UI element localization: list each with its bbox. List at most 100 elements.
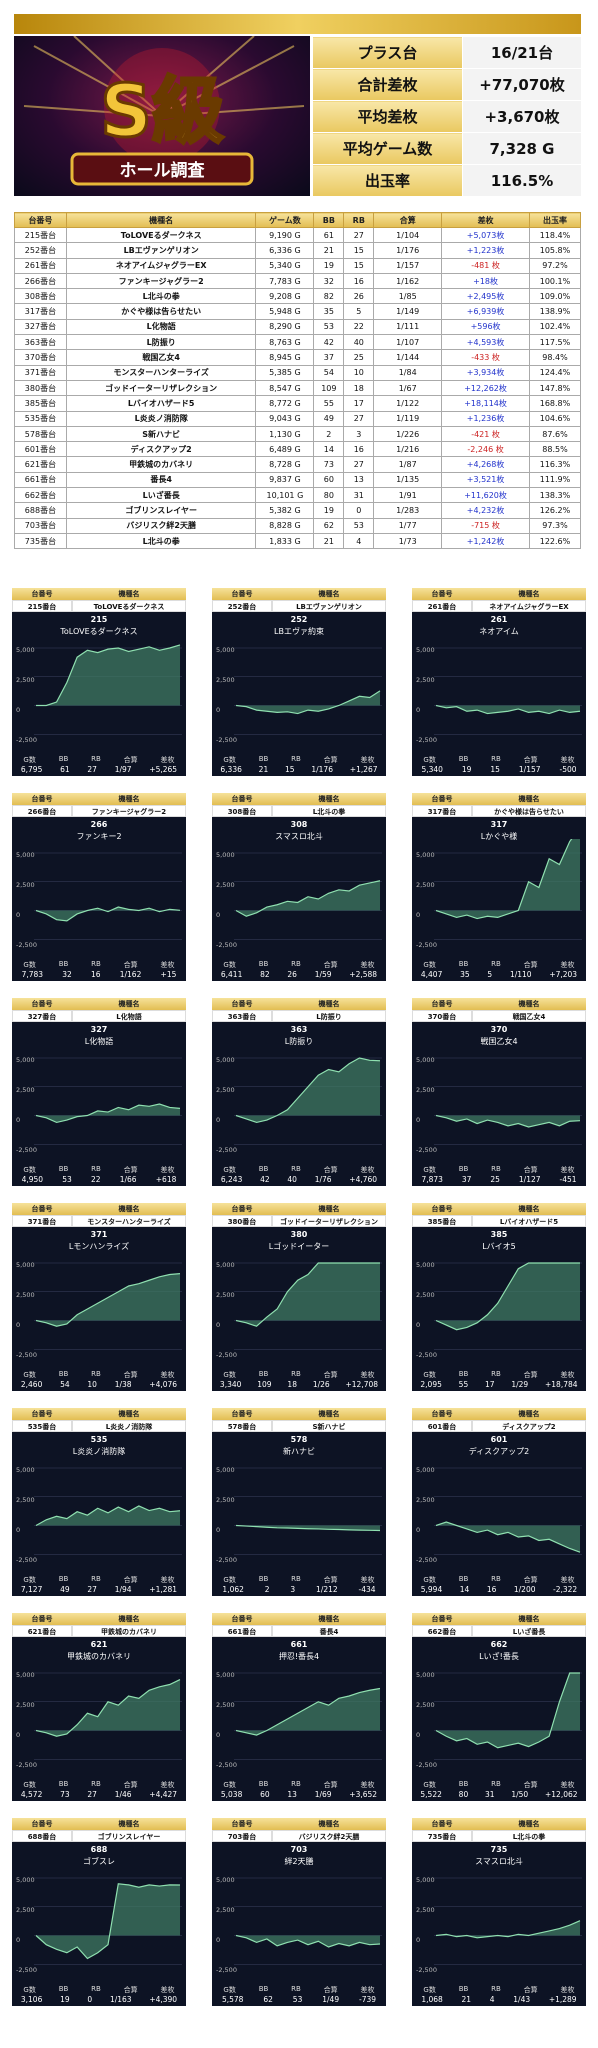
column-header: 台番号 [14, 212, 67, 228]
card-header-model: 機種名 [72, 1203, 186, 1215]
y-tick-5000: 5,000 [16, 646, 35, 654]
table-cell: 17 [343, 395, 375, 412]
card-machine-no: 371番台 [12, 1215, 72, 1227]
stat-bb: 19 [60, 1995, 70, 2004]
table-cell: 1/122 [373, 395, 443, 412]
graph-line [235, 1687, 381, 1736]
machine-graph-card[interactable]: 台番号 機種名 370番台 戦国乙女4 370 戦国乙女4 5,000 2,500 0 -2,50… [412, 998, 586, 1186]
stat-bb: 109 [257, 1380, 272, 1389]
graph-area [36, 1104, 180, 1123]
summary-label: 平均差枚 [312, 100, 463, 133]
y-tick-neg2500: -2,500 [216, 1761, 237, 1769]
machine-graph-card[interactable]: 台番号 機種名 266番台 ファンキージャグラー2 266 ファンキー2 5,000 2,50… [12, 793, 186, 981]
card-header-no: 台番号 [412, 1613, 472, 1625]
stat-label-bb: BB [58, 1985, 69, 1993]
table-cell: 1/73 [373, 532, 443, 550]
machine-graph-card[interactable]: 台番号 機種名 578番台 S新ハナビ 578 新ハナビ 5,000 2,500 0 -2,500… [212, 1408, 386, 1596]
card-header-model: 機種名 [472, 1818, 586, 1830]
stat-label-bb: BB [58, 1370, 69, 1378]
stat-label-ratio: 合算 [323, 1371, 338, 1379]
stat-label-ratio: 合算 [123, 1986, 138, 1994]
card-graph-number: 703 [290, 1845, 308, 1854]
machine-graph-card[interactable]: 台番号 機種名 735番台 L北斗の拳 735 スマスロ北斗 5,000 2,500 0 -2,5… [412, 1818, 586, 2006]
stat-label-rb: RB [491, 1165, 501, 1173]
machine-graph-card[interactable]: 台番号 機種名 380番台 ゴッドイーターリザレクション 380 Lゴッドイーター 5,00… [212, 1203, 386, 1391]
table-cell: 9,043 G [255, 410, 315, 427]
graph-area [436, 1522, 580, 1553]
card-graph-number: 385 [490, 1230, 508, 1239]
card-header-no: 台番号 [412, 793, 472, 805]
stat-label-g: G数 [423, 1576, 436, 1584]
stat-label-rb: RB [291, 960, 301, 968]
table-cell: 105.8% [528, 242, 582, 259]
card-graph-name: ファンキー2 [76, 832, 122, 841]
card-graph-number: 266 [90, 820, 108, 829]
machine-graph-card[interactable]: 台番号 機種名 215番台 ToLOVEるダークネス 215 ToLOVEるダークネス 5,… [12, 588, 186, 776]
summary-row: 平均差枚 +3,670枚 [312, 100, 582, 133]
machine-graph-card[interactable]: 台番号 機種名 252番台 LBエヴァンゲリオン 252 LBエヴァ約束 5,000 2,50… [212, 588, 386, 776]
card-header-model: 機種名 [472, 1613, 586, 1625]
graph-area [236, 1058, 380, 1123]
stat-diff: +2,588 [349, 970, 378, 979]
stat-label-g: G数 [223, 756, 236, 764]
stat-label-bb: BB [458, 1575, 469, 1583]
machine-graph-card[interactable]: 台番号 機種名 662番台 Lいざ番長 662 Lいざ!番長 5,000 2,500 0 -2,5… [412, 1613, 586, 1801]
stat-bb: 42 [260, 1175, 270, 1184]
stat-g: 6,411 [220, 970, 243, 979]
machine-graph-card[interactable]: 台番号 機種名 661番台 番長4 661 押忍!番長4 5,000 2,500 0 -2,500… [212, 1613, 386, 1801]
stat-g: 4,572 [20, 1790, 43, 1799]
card-graph-number: 661 [290, 1640, 308, 1649]
stat-ratio: 1/110 [509, 970, 532, 979]
table-cell: 2 [313, 425, 345, 443]
table-cell: 80 [313, 487, 345, 504]
stat-label-diff: 差枚 [560, 1166, 575, 1174]
machine-graph-card[interactable]: 台番号 機種名 601番台 ディスクアップ2 601 ディスクアップ2 5,000 2,500… [412, 1408, 586, 1596]
card-header-model: 機種名 [72, 998, 186, 1010]
table-cell: 1/77 [373, 517, 443, 534]
table-cell: 53 [343, 517, 375, 534]
card-header-model: 機種名 [472, 1203, 586, 1215]
machine-graph-card[interactable]: 台番号 機種名 327番台 L化物語 327 L化物語 5,000 2,500 0 -2,500 G… [12, 998, 186, 1186]
table-cell: 19 [313, 502, 345, 519]
machine-graph-card[interactable]: 台番号 機種名 385番台 Lバイオハザード5 385 Lバイオ5 5,000 2,500 0 -… [412, 1203, 586, 1391]
y-tick-5000: 5,000 [16, 851, 35, 859]
machine-graph-card[interactable]: 台番号 機種名 308番台 L北斗の拳 308 スマスロ北斗 5,000 2,500 0 -2,5… [212, 793, 386, 981]
card-graph-name: スマスロ北斗 [475, 1857, 523, 1866]
card-graph-name: 戦国乙女4 [480, 1037, 518, 1046]
machine-graph-card[interactable]: 台番号 機種名 261番台 ネオアイムジャグラーEX 261 ネオアイム 5,000 2,50… [412, 588, 586, 776]
stat-label-rb: RB [291, 1165, 301, 1173]
table-cell: 49 [313, 410, 345, 427]
machine-graph-card[interactable]: 台番号 機種名 703番台 バジリスク絆2天膳 703 絆2天膳 5,000 2,500 0 -2… [212, 1818, 386, 2006]
stat-label-bb: BB [258, 1165, 269, 1173]
machine-graph-card[interactable]: 台番号 機種名 317番台 かぐや様は告らせたい 317 Lかぐや様 5,000 2,500 0… [412, 793, 586, 981]
table-cell: 42 [313, 334, 345, 351]
machine-graph-card[interactable]: 台番号 機種名 535番台 L炎炎ノ消防隊 535 L炎炎ノ消防隊 5,000 2,500 0-… [12, 1408, 186, 1596]
summary-row: プラス台 16/21台 [312, 36, 582, 69]
stat-ratio: 1/49 [322, 1995, 340, 2004]
machine-graph-card[interactable]: 台番号 機種名 621番台 甲鉄城のカバネリ 621 甲鉄城のカバネリ 5,000 2,500… [12, 1613, 186, 1801]
column-header: ゲーム数 [255, 212, 315, 228]
graph-area [36, 907, 180, 921]
stat-label-rb: RB [91, 1780, 101, 1788]
machine-graph-card[interactable]: 台番号 機種名 371番台 モンスターハンターライズ 371 Lモンハンライズ 5,000 2… [12, 1203, 186, 1391]
stat-label-ratio: 合算 [523, 756, 538, 764]
stat-label-bb: BB [58, 1575, 69, 1583]
table-cell: 27 [343, 226, 375, 244]
stat-diff: +3,652 [349, 1790, 378, 1799]
y-tick-2500: 2,500 [16, 676, 35, 684]
stat-g: 1,068 [421, 1995, 443, 2004]
machine-graph-card[interactable]: 台番号 機種名 688番台 ゴブリンスレイヤー 688 ゴブスレ 5,000 2,500 0 -2… [12, 1818, 186, 2006]
stat-diff: +5,265 [149, 765, 178, 774]
table-row: 662番台 Lいざ番長 10,101 G 80 31 1/91 +11,620枚 138.3% [14, 487, 582, 504]
machine-graph-card[interactable]: 台番号 機種名 363番台 L防振り 363 L防振り 5,000 2,500 0 -2,500 G… [212, 998, 386, 1186]
table-cell: +6,939枚 [441, 303, 530, 320]
graph [434, 1262, 582, 1350]
stat-label-bb: BB [458, 755, 469, 763]
summary-value: +3,670枚 [462, 100, 582, 133]
stat-g: 5,522 [420, 1790, 442, 1799]
card-graph-name: Lモンハンライズ [68, 1242, 130, 1251]
stat-label-diff: 差枚 [160, 1166, 175, 1174]
graph-line [235, 690, 381, 715]
card-graph-name: スマスロ北斗 [275, 832, 323, 841]
